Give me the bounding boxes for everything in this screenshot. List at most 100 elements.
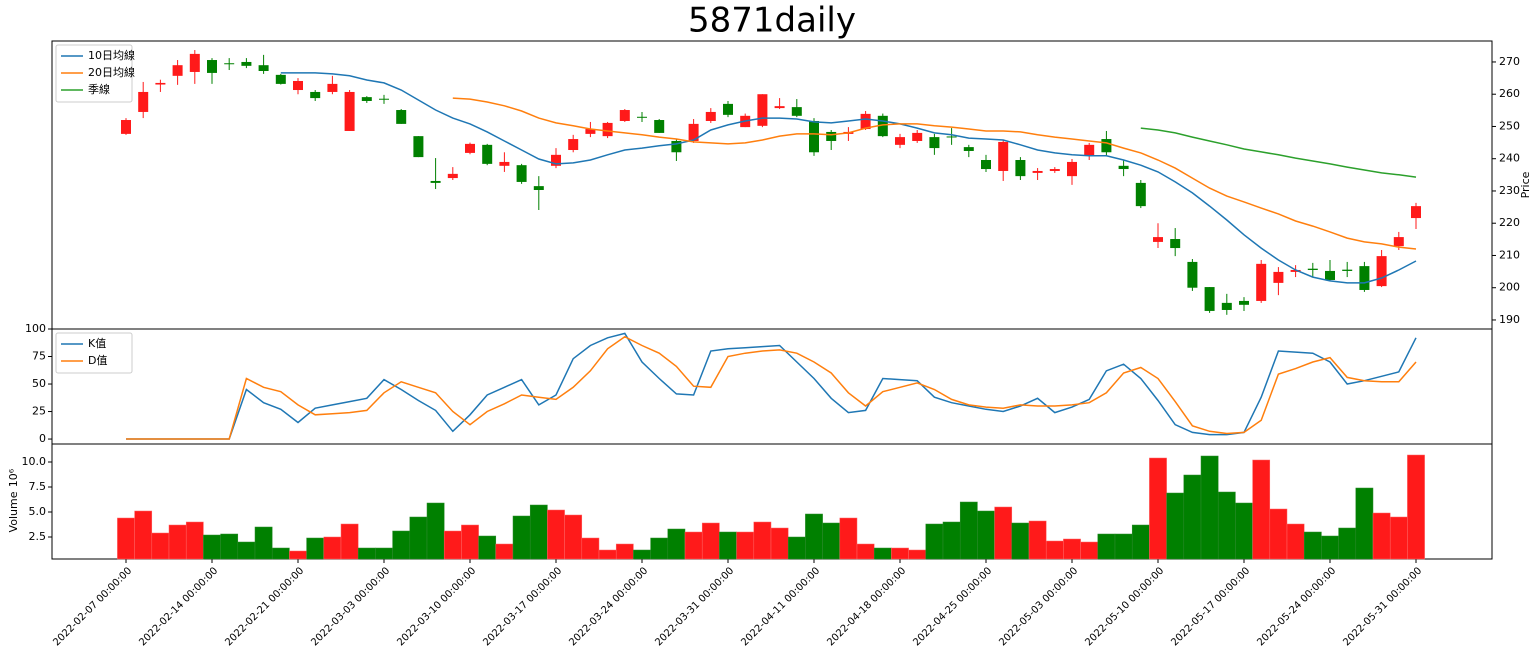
- legend-box: [55, 332, 133, 374]
- volume-bar: [598, 549, 617, 560]
- candle-body: [482, 144, 493, 164]
- candle-body: [602, 122, 613, 137]
- volume-bar: [1080, 541, 1099, 560]
- volume-bar: [650, 537, 669, 560]
- volume-bar: [908, 549, 927, 560]
- volume-axis-label: Volume: [7, 491, 20, 532]
- candle-body: [327, 83, 338, 92]
- volume-bar: [736, 531, 755, 560]
- candle-body: [981, 160, 991, 170]
- candle-body: [1015, 160, 1026, 177]
- y-tick-label: 200: [1499, 281, 1520, 294]
- candle-body: [258, 65, 269, 71]
- volume-bar: [701, 522, 720, 560]
- volume-bar: [375, 547, 393, 560]
- volume-bar: [1045, 540, 1064, 560]
- volume-bar: [547, 509, 565, 560]
- candle-body: [1290, 269, 1301, 272]
- volume-bar: [254, 526, 273, 560]
- volume-bar: [684, 531, 703, 560]
- kd-line: [126, 335, 1417, 440]
- candle-body: [757, 94, 768, 126]
- volume-bar: [822, 522, 841, 560]
- y-tick-label: 0: [39, 432, 46, 445]
- candle-body: [241, 61, 252, 66]
- volume-scale-label: 10⁶: [7, 468, 20, 487]
- candle-body: [379, 98, 389, 100]
- x-tick-label: 2022-05-24 00:00:00: [1255, 565, 1338, 648]
- y-tick-label: 25: [32, 405, 46, 418]
- candle-body: [1342, 269, 1353, 271]
- legend-label: 季線: [88, 82, 110, 96]
- candle-body: [207, 60, 217, 73]
- candle-body: [929, 137, 940, 149]
- candle-body: [1393, 237, 1404, 247]
- candle-body: [860, 113, 871, 130]
- volume-bar: [443, 530, 462, 560]
- candle-body: [912, 132, 923, 141]
- y-tick-label: 100: [25, 322, 46, 335]
- volume-bar: [925, 523, 944, 560]
- volume-bar: [168, 524, 187, 560]
- candle-body: [1067, 161, 1077, 177]
- candle-body: [1153, 237, 1163, 242]
- volume-bar: [185, 521, 204, 560]
- volume-bar: [1389, 516, 1408, 560]
- candle-body: [568, 139, 579, 151]
- candle-body: [791, 107, 802, 116]
- volume-bar: [220, 533, 239, 560]
- ma-line: [1140, 127, 1417, 178]
- candle-body: [551, 154, 561, 166]
- volume-bar: [633, 549, 651, 560]
- candle-body: [1049, 169, 1060, 171]
- volume-bar: [581, 537, 600, 560]
- candle-body: [1187, 261, 1198, 288]
- y-tick-label: 230: [1499, 184, 1520, 197]
- candle-body: [619, 110, 630, 121]
- candle-body: [1376, 256, 1387, 287]
- candle-body: [637, 116, 647, 118]
- candle-body: [826, 131, 837, 141]
- volume-bar: [1407, 454, 1425, 560]
- x-tick-label: 2022-05-03 00:00:00: [997, 565, 1080, 648]
- volume-bar: [667, 528, 686, 560]
- candle-body: [1032, 170, 1043, 173]
- volume-bar: [977, 510, 995, 560]
- candle-body: [1170, 239, 1181, 249]
- volume-bar: [409, 516, 428, 560]
- volume-bar: [753, 521, 772, 560]
- x-tick-label: 2022-03-31 00:00:00: [653, 565, 736, 648]
- y-tick-label: 7.5: [29, 480, 47, 493]
- volume-bar: [1063, 538, 1081, 560]
- volume-bar: [1252, 459, 1271, 560]
- x-tick-label: 2022-04-25 00:00:00: [911, 565, 994, 648]
- y-tick-label: 220: [1499, 216, 1520, 229]
- volume-bar: [839, 517, 858, 560]
- volume-bar: [1321, 535, 1339, 560]
- candle-body: [172, 65, 183, 76]
- volume-bar: [891, 547, 909, 560]
- legend: K值 D值: [55, 332, 133, 374]
- volume-bar: [1355, 487, 1374, 560]
- volume-bar: [495, 543, 514, 560]
- volume-bar: [340, 523, 359, 560]
- candle-body: [275, 74, 286, 84]
- volume-bar: [719, 531, 737, 560]
- volume-bar: [1028, 520, 1047, 560]
- volume-bar: [271, 547, 290, 560]
- y-tick-label: 250: [1499, 119, 1520, 132]
- candle-body: [413, 136, 424, 158]
- x-tick-label: 2022-03-10 00:00:00: [395, 565, 478, 648]
- volume-bar: [1372, 512, 1391, 560]
- volume-bar: [392, 530, 411, 560]
- legend-label: D值: [88, 354, 107, 367]
- y-tick-label: 210: [1499, 248, 1520, 261]
- volume-bar: [478, 535, 497, 560]
- legend-label: 20日均線: [88, 65, 135, 79]
- volume-bar: [787, 536, 806, 560]
- candle-body: [344, 91, 355, 131]
- y-tick-label: 270: [1499, 55, 1520, 68]
- x-tick-label: 2022-02-21 00:00:00: [223, 565, 306, 648]
- volume-bar: [1200, 455, 1219, 560]
- candle-body: [1204, 287, 1215, 311]
